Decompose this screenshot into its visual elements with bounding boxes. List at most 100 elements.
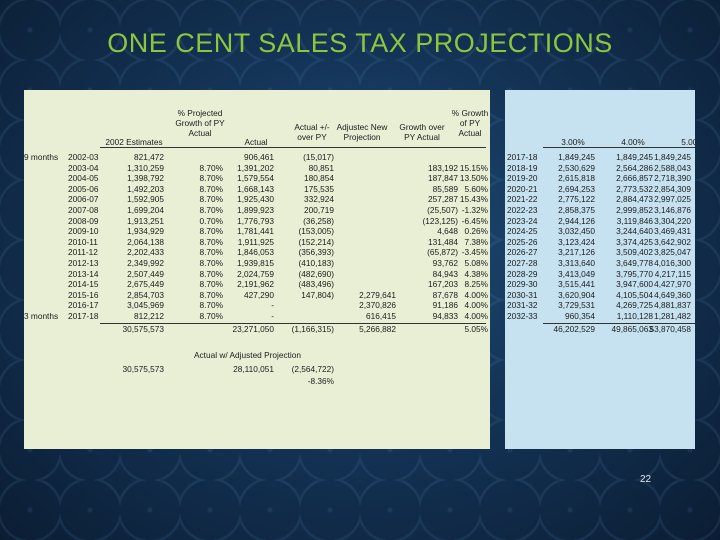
- projection-year: 2027-28: [507, 258, 538, 268]
- row-estimate: 3,045,969: [127, 300, 164, 311]
- row-estimate: 1,699,204: [127, 205, 164, 215]
- total-estimate: 30,575,573: [122, 323, 164, 334]
- row-pct-growth: 13.50%: [459, 173, 488, 184]
- projection-5pct: 2,854,309: [654, 183, 691, 194]
- projection-4pct: 2,884,473: [616, 194, 653, 205]
- projection-total-4pct: 49,865,063: [611, 323, 653, 334]
- projection-3pct: 2,858,375: [558, 205, 595, 215]
- projections-table: 3.00%4.00%5.00%2017-181,849,2451,849,245…: [505, 90, 695, 449]
- row-actual: 427,290: [244, 289, 274, 300]
- row-growth-over-py: (65,872): [427, 247, 458, 258]
- adjusted-estimate: 30,575,573: [122, 363, 164, 374]
- projection-5pct: 3,304,220: [654, 215, 691, 226]
- projection-4pct: 3,509,402: [616, 247, 653, 258]
- row-pct-projected: 8.70%: [199, 268, 223, 279]
- projection-5pct: 3,146,876: [654, 205, 691, 215]
- projection-total-3pct: 46,202,529: [553, 323, 595, 334]
- row-pct-growth: -3.45%: [461, 247, 488, 258]
- row-year: 2009-10: [68, 226, 99, 237]
- projection-3pct: 2,694,253: [558, 183, 595, 194]
- row-estimate: 812,212: [134, 311, 164, 321]
- projection-rate-header: 4.00%: [621, 137, 645, 147]
- row-pct-growth: -6.45%: [461, 215, 488, 226]
- row-year: 2006-07: [68, 194, 99, 205]
- projection-year: 2023-24: [507, 215, 538, 226]
- projection-5pct: 3,469,431: [654, 226, 691, 237]
- row-pct-projected: 8.70%: [199, 279, 223, 290]
- page-number: 22: [640, 474, 652, 485]
- projection-year: 2021-22: [507, 194, 538, 205]
- projection-4pct: 3,374,425: [616, 236, 653, 247]
- projection-5pct: 4,881,837: [654, 300, 691, 311]
- projection-3pct: 2,615,818: [558, 173, 595, 184]
- row-pct-projected: 8.70%: [199, 162, 223, 173]
- projection-year: 2019-20: [507, 173, 538, 184]
- projection-total-5pct: 53,870,458: [649, 323, 691, 334]
- row-actual: 906,461: [244, 152, 274, 162]
- row-estimate: 1,310,259: [127, 162, 164, 173]
- row-growth-over-py: 85,589: [432, 183, 458, 194]
- row-pct-projected: 8.70%: [199, 258, 223, 268]
- row-growth-over-py: 87,678: [432, 289, 458, 300]
- projection-3pct: 2,530,629: [558, 162, 595, 173]
- row-estimate: 1,592,905: [127, 194, 164, 205]
- projection-year: 2028-29: [507, 268, 538, 279]
- projection-4pct: 1,110,128: [616, 311, 653, 321]
- row-adjusted-projection: 616,415: [366, 311, 396, 321]
- row-growth-over-py: 91,186: [432, 300, 458, 311]
- row-year: 2014-15: [68, 279, 99, 290]
- row-pct-growth: 0.26%: [464, 226, 488, 237]
- rule-line: [543, 322, 695, 324]
- adjusted-pct: -8.36%: [307, 375, 334, 386]
- row-year: 2015-16: [68, 289, 99, 300]
- header-pct-growth: Actual: [458, 128, 482, 138]
- row-pct-projected: 8.70%: [199, 311, 223, 321]
- rule-line: [100, 147, 486, 148]
- row-year: 2008-09: [68, 215, 99, 226]
- row-estimate: 1,398,792: [127, 173, 164, 184]
- header-actual: Actual: [244, 137, 268, 147]
- projection-year: 2031-32: [507, 300, 538, 311]
- row-pct-growth: 7.38%: [464, 236, 488, 247]
- projection-3pct: 2,944,126: [558, 215, 595, 226]
- row-year: 2003-04: [68, 162, 99, 173]
- projection-5pct: 1,849,245: [654, 152, 691, 162]
- row-pct-projected: 8.70%: [199, 183, 223, 194]
- row-actual: 1,781,441: [237, 226, 274, 237]
- row-pct-growth: 4.00%: [464, 289, 488, 300]
- projection-4pct: 3,244,640: [616, 226, 653, 237]
- row-estimate: 2,854,703: [127, 289, 164, 300]
- row-pct-growth: 15.43%: [459, 194, 488, 205]
- projection-4pct: 1,849,245: [616, 152, 653, 162]
- projection-4pct: 3,649,778: [616, 258, 653, 268]
- projection-3pct: 3,123,424: [558, 236, 595, 247]
- row-actual-over-py: 332,924: [304, 194, 334, 205]
- projection-year: 2022-23: [507, 205, 538, 215]
- row-pct-growth: 5.08%: [464, 258, 488, 268]
- projection-5pct: 4,217,115: [654, 268, 691, 279]
- header-actual-over-py: over PY: [297, 132, 327, 142]
- row-year: 2017-18: [68, 311, 99, 321]
- row-pct-projected: 8.70%: [199, 236, 223, 247]
- row-pct-projected: 8.70%: [199, 205, 223, 215]
- projection-year: 2018-19: [507, 162, 538, 173]
- projection-year: 2017-18: [507, 152, 538, 162]
- row-actual-over-py: 200,719: [304, 205, 334, 215]
- row-actual-over-py: 147,804): [301, 289, 334, 300]
- row-label: 9 months: [24, 152, 59, 162]
- projection-rate-header: 3.00%: [561, 137, 585, 147]
- row-actual: -: [271, 311, 274, 321]
- row-growth-over-py: 257,287: [428, 194, 458, 205]
- row-pct-growth: 4.00%: [464, 311, 488, 321]
- projection-5pct: 2,588,043: [654, 162, 691, 173]
- row-estimate: 2,349,992: [127, 258, 164, 268]
- row-estimate: 2,202,433: [127, 247, 164, 258]
- rule-line: [100, 322, 486, 324]
- projection-5pct: 2,718,390: [654, 173, 691, 184]
- rule-line: [543, 147, 695, 148]
- header-estimates: 2002 Estimates: [105, 137, 163, 147]
- row-pct-growth: 4.38%: [464, 268, 488, 279]
- row-actual-over-py: (482,690): [298, 268, 334, 279]
- header-adjusted-projection: Adjustec New: [336, 122, 388, 132]
- row-actual: 1,391,202: [237, 162, 274, 173]
